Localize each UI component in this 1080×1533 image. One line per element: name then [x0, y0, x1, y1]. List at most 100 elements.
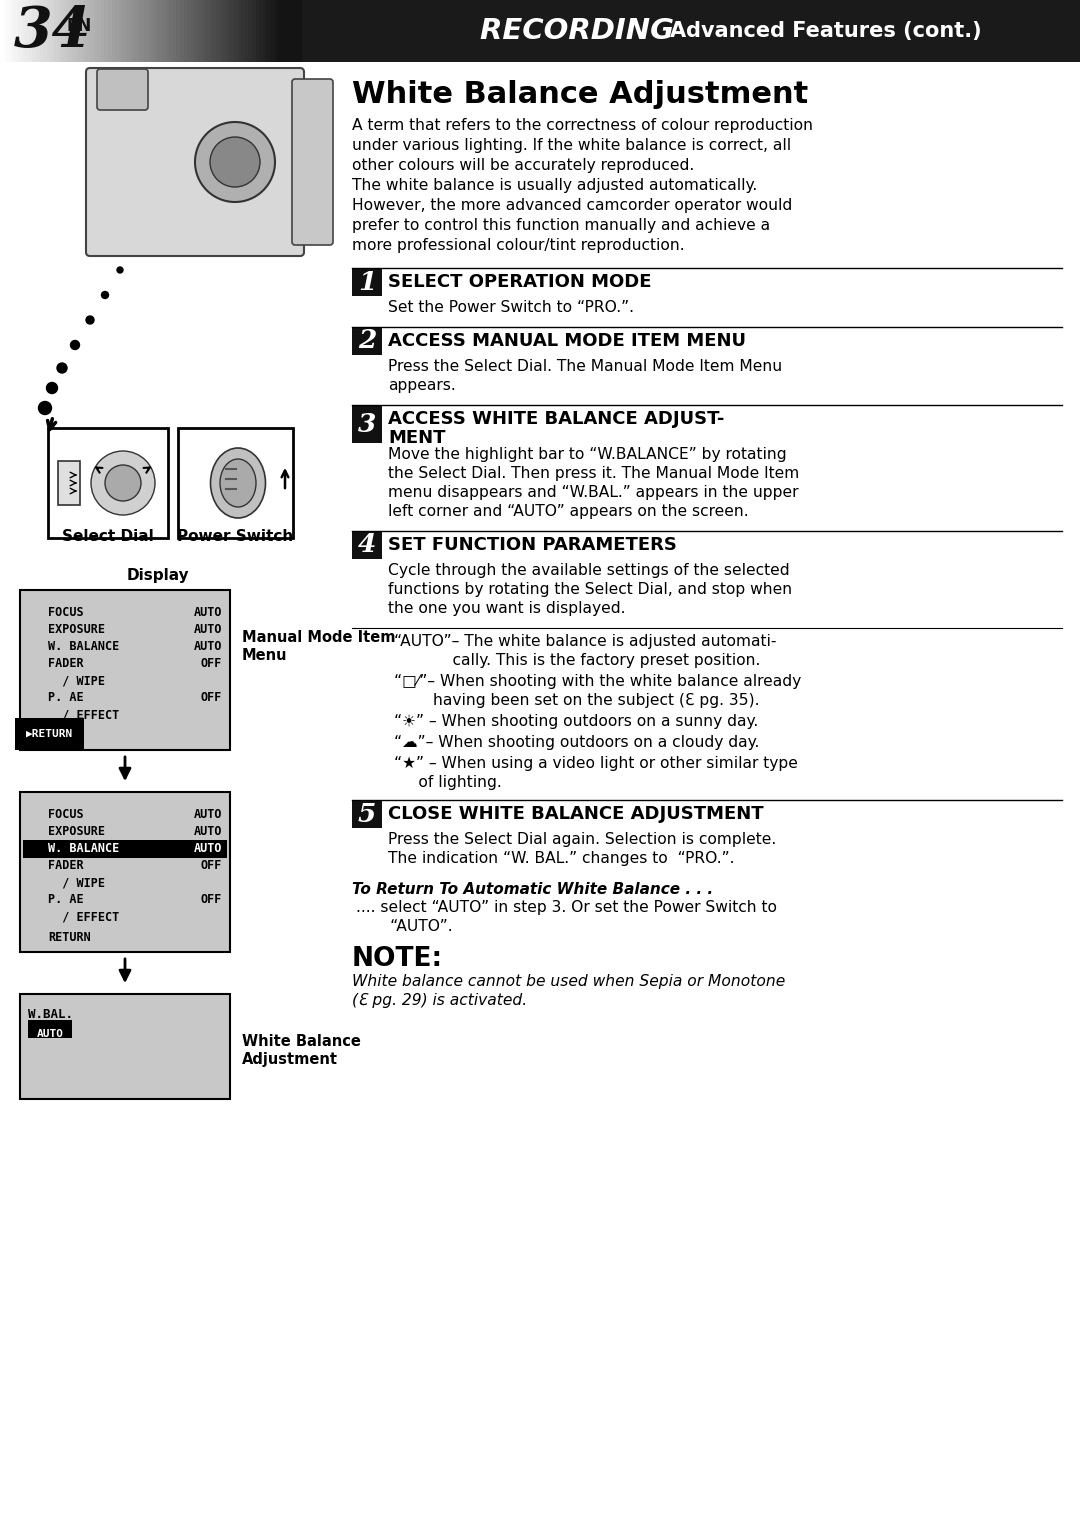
Bar: [130, 0, 134, 61]
Text: Press the Select Dial again. Selection is complete.: Press the Select Dial again. Selection i…: [388, 832, 777, 848]
Text: W.BAL.: W.BAL.: [28, 1009, 73, 1021]
Text: Display: Display: [126, 569, 189, 583]
Bar: [68, 0, 73, 61]
Bar: [284, 0, 289, 61]
Bar: [810, 0, 814, 61]
Bar: [396, 0, 401, 61]
Bar: [677, 0, 681, 61]
Bar: [144, 0, 149, 61]
Text: prefer to control this function manually and achieve a: prefer to control this function manually…: [352, 218, 770, 233]
Bar: [178, 428, 293, 538]
Bar: [302, 0, 307, 61]
Bar: [170, 0, 174, 61]
FancyBboxPatch shape: [292, 80, 333, 245]
Bar: [306, 0, 311, 61]
Bar: [832, 0, 836, 61]
Bar: [580, 0, 584, 61]
Text: Cycle through the available settings of the selected: Cycle through the available settings of …: [388, 563, 789, 578]
Bar: [940, 0, 944, 61]
Bar: [972, 0, 976, 61]
Text: P. AE: P. AE: [48, 894, 83, 906]
Bar: [781, 0, 786, 61]
Bar: [248, 0, 253, 61]
Bar: [392, 0, 397, 61]
Bar: [378, 0, 382, 61]
Bar: [461, 0, 465, 61]
Bar: [1008, 0, 1013, 61]
Bar: [1029, 0, 1035, 61]
Bar: [22, 0, 26, 61]
Text: / EFFECT: / EFFECT: [48, 911, 119, 923]
Bar: [839, 0, 843, 61]
Bar: [856, 0, 862, 61]
Bar: [799, 0, 804, 61]
Text: AUTO: AUTO: [193, 842, 222, 855]
Bar: [785, 0, 789, 61]
Bar: [626, 0, 631, 61]
Bar: [634, 0, 638, 61]
Bar: [472, 0, 476, 61]
Text: Move the highlight bar to “W.BALANCE” by rotating: Move the highlight bar to “W.BALANCE” by…: [388, 448, 786, 461]
Bar: [929, 0, 933, 61]
Bar: [111, 0, 117, 61]
Bar: [802, 0, 808, 61]
Bar: [48, 428, 168, 538]
Bar: [429, 0, 433, 61]
Text: 2: 2: [357, 328, 376, 354]
Text: ACCESS MANUAL MODE ITEM MENU: ACCESS MANUAL MODE ITEM MENU: [388, 333, 746, 350]
Bar: [1012, 0, 1016, 61]
Bar: [454, 0, 458, 61]
Bar: [180, 0, 185, 61]
Bar: [486, 0, 490, 61]
Bar: [932, 0, 937, 61]
Text: ACCESS WHITE BALANCE ADJUST-: ACCESS WHITE BALANCE ADJUST-: [388, 409, 725, 428]
Bar: [148, 0, 152, 61]
Text: RECORDING: RECORDING: [480, 17, 684, 44]
Text: “□⁄”– When shooting with the white balance already: “□⁄”– When shooting with the white balan…: [394, 675, 801, 688]
Bar: [742, 0, 746, 61]
Bar: [950, 0, 955, 61]
Bar: [352, 405, 382, 443]
Bar: [273, 0, 279, 61]
Bar: [46, 0, 52, 61]
Bar: [558, 0, 563, 61]
Bar: [478, 0, 484, 61]
Bar: [464, 0, 469, 61]
Bar: [457, 0, 462, 61]
Bar: [184, 0, 188, 61]
Bar: [414, 0, 419, 61]
Bar: [353, 0, 357, 61]
Bar: [532, 0, 538, 61]
Bar: [86, 0, 91, 61]
Bar: [245, 0, 249, 61]
Text: .... select “AUTO” in step 3. Or set the Power Switch to: .... select “AUTO” in step 3. Or set the…: [356, 900, 777, 915]
Text: Menu: Menu: [242, 648, 287, 662]
Bar: [1037, 0, 1041, 61]
Bar: [40, 0, 44, 61]
Bar: [389, 0, 393, 61]
Bar: [1026, 0, 1030, 61]
Bar: [702, 0, 706, 61]
Bar: [713, 0, 717, 61]
Bar: [983, 0, 987, 61]
Bar: [36, 0, 41, 61]
Bar: [1040, 0, 1045, 61]
Text: EXPOSURE: EXPOSURE: [48, 622, 105, 636]
Bar: [684, 0, 689, 61]
Text: 3: 3: [357, 411, 376, 437]
Circle shape: [39, 402, 52, 414]
Text: OFF: OFF: [201, 658, 222, 670]
Bar: [753, 0, 757, 61]
Text: the Select Dial. Then press it. The Manual Mode Item: the Select Dial. Then press it. The Manu…: [388, 466, 799, 481]
Text: of lighting.: of lighting.: [394, 776, 502, 789]
Bar: [137, 0, 141, 61]
Bar: [421, 0, 426, 61]
Text: EXPOSURE: EXPOSURE: [48, 825, 105, 839]
Bar: [410, 0, 415, 61]
Text: Adjustment: Adjustment: [242, 1052, 338, 1067]
Bar: [54, 0, 58, 61]
Text: “★” – When using a video light or other similar type: “★” – When using a video light or other …: [394, 756, 798, 771]
Bar: [796, 0, 800, 61]
Text: SELECT OPERATION MODE: SELECT OPERATION MODE: [388, 273, 651, 291]
Text: / WIPE: / WIPE: [48, 875, 105, 889]
